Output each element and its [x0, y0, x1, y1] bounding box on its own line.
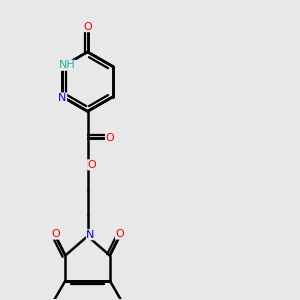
Text: N: N: [86, 230, 95, 240]
Text: O: O: [83, 22, 92, 32]
Text: N: N: [58, 93, 67, 103]
Text: NH: NH: [59, 60, 76, 70]
Text: O: O: [51, 229, 60, 239]
Text: O: O: [106, 133, 114, 143]
Text: O: O: [88, 160, 96, 170]
Text: O: O: [116, 229, 124, 239]
